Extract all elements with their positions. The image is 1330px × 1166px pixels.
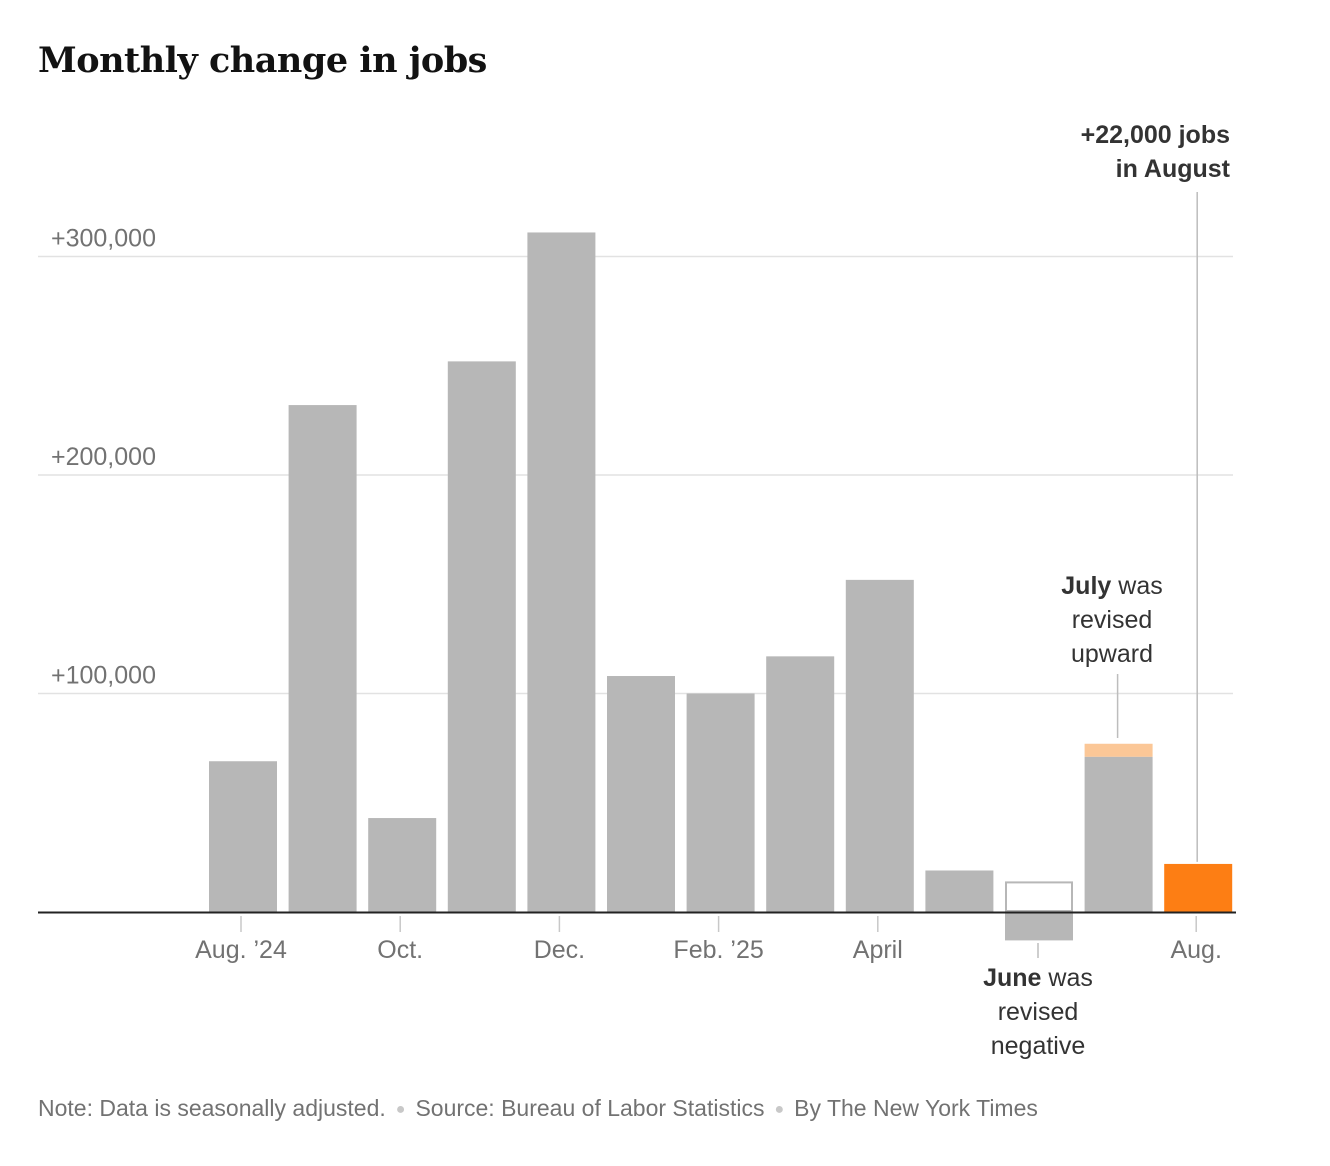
- august-annotation-line: in August: [1116, 155, 1231, 183]
- x-tick-label: Oct.: [377, 936, 423, 964]
- x-tick-label: Dec.: [534, 936, 585, 964]
- x-tick-label: April: [853, 936, 903, 964]
- june-annotation-text: negative: [991, 1032, 1086, 1060]
- bar: [1005, 912, 1073, 941]
- y-tick-label: +300,000: [51, 225, 156, 253]
- bar: [686, 693, 755, 912]
- june-annotation-line: negative: [991, 1032, 1086, 1060]
- july-annotation-text: was: [1111, 572, 1162, 600]
- footer-credit: By The New York Times: [794, 1095, 1038, 1121]
- bar: [766, 656, 835, 912]
- x-tick-label: Aug. ’24: [195, 936, 287, 964]
- bar: [527, 232, 596, 913]
- footer-source: Source: Bureau of Labor Statistics: [415, 1095, 765, 1121]
- august-annotation-text: +22,000 jobs: [1081, 121, 1230, 149]
- footer-separator: ●: [774, 1101, 785, 1118]
- june-annotation-text: revised: [998, 998, 1079, 1026]
- bar-chart: +100,000 +200,000 +300,000 Aug. ’24 Oct. Dec.…: [38, 121, 1236, 1060]
- bar: [607, 676, 675, 912]
- bar-previous-outline: [1005, 881, 1073, 912]
- august-annotation: +22,000 jobs in August: [1081, 121, 1231, 183]
- june-annotation-text: was: [1041, 964, 1092, 992]
- august-annotation-line: +22,000 jobs: [1081, 121, 1230, 149]
- july-annotation-line: revised: [1072, 606, 1153, 634]
- footer-note: Note: Data is seasonally adjusted.: [38, 1095, 386, 1121]
- august-annotation-text: in August: [1116, 155, 1231, 183]
- y-tick-label: +200,000: [51, 443, 156, 471]
- bar-highlight: [1164, 863, 1233, 912]
- x-tick-label: Feb. ’25: [673, 936, 763, 964]
- bar: [368, 818, 437, 912]
- july-annotation-text: upward: [1071, 640, 1153, 668]
- july-annotation-line: upward: [1071, 640, 1153, 668]
- bar: [288, 405, 357, 912]
- bar: [845, 579, 914, 912]
- june-annotation-text: June: [983, 964, 1041, 992]
- june-annotation: June was revised negative: [983, 964, 1093, 1060]
- july-annotation-line: July was: [1061, 572, 1162, 600]
- bar: [925, 870, 994, 912]
- bar: [209, 761, 277, 912]
- bar-revision-segment: [1084, 743, 1153, 757]
- y-tick-label: +100,000: [51, 662, 156, 690]
- july-annotation: July was revised upward: [1061, 572, 1162, 668]
- footer-separator: ●: [395, 1101, 406, 1118]
- bar: [1084, 756, 1153, 912]
- chart-footer: Note: Data is seasonally adjusted. ● Sourc…: [38, 1095, 1038, 1122]
- june-annotation-line: June was: [983, 964, 1093, 992]
- chart-title: Monthly change in jobs: [38, 40, 487, 81]
- x-tick-label: Aug.: [1170, 936, 1221, 964]
- bar: [447, 361, 516, 912]
- july-annotation-text: July: [1061, 572, 1111, 600]
- june-annotation-line: revised: [998, 998, 1079, 1026]
- july-annotation-text: revised: [1072, 606, 1153, 634]
